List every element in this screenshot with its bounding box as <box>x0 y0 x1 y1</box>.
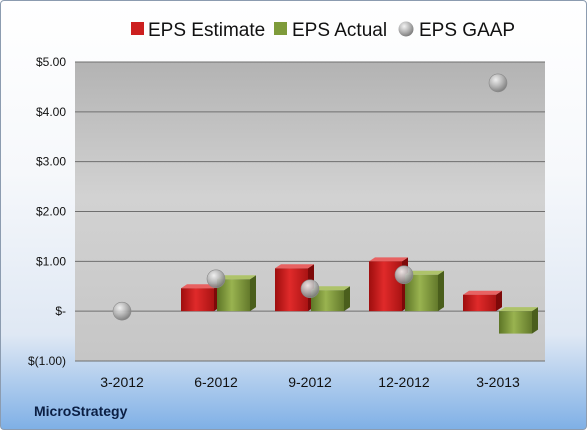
gaap-bubble <box>206 269 226 289</box>
y-tick-label: $3.00 <box>36 155 66 169</box>
actual-bar-top <box>311 286 350 291</box>
estimate-bar-side <box>496 290 502 312</box>
legend-label-gaap: EPS GAAP <box>419 20 515 41</box>
y-tick-label: $(1.00) <box>28 354 66 368</box>
actual-bar-top <box>499 307 538 312</box>
estimate-bar <box>181 284 220 312</box>
estimate-bar-top <box>369 257 408 262</box>
x-category-label: 12-2012 <box>378 374 430 390</box>
actual-bar-side <box>250 275 256 312</box>
x-category-label: 9-2012 <box>288 374 332 390</box>
y-tick-label: $2.00 <box>36 205 66 219</box>
y-tick-label: $- <box>55 304 66 318</box>
y-tick-label: $5.00 <box>36 55 66 69</box>
actual-bar <box>217 275 256 312</box>
legend: EPS Estimate EPS Actual EPS GAAP <box>131 20 515 41</box>
legend-swatch-estimate <box>131 22 144 35</box>
y-axis-ticks: $5.00 $4.00 $3.00 $2.00 $1.00 $- $(1.00) <box>28 55 66 368</box>
company-name: MicroStrategy <box>34 403 128 419</box>
x-category-label: 3-2013 <box>476 374 520 390</box>
gaap-bubble <box>112 301 132 321</box>
legend-label-actual: EPS Actual <box>292 20 387 41</box>
actual-bar-front <box>311 290 344 312</box>
actual-bar-front <box>499 311 532 334</box>
x-category-label: 6-2012 <box>194 374 238 390</box>
estimate-bar <box>369 257 408 312</box>
legend-label-estimate: EPS Estimate <box>148 20 265 41</box>
actual-bar-side <box>344 286 350 312</box>
y-tick-label: $1.00 <box>36 254 66 268</box>
y-tick-label: $4.00 <box>36 105 66 119</box>
x-category-label: 3-2012 <box>100 374 144 390</box>
actual-bar-side <box>438 270 444 312</box>
gaap-bubble <box>394 265 414 285</box>
actual-bar <box>405 270 444 312</box>
actual-bar <box>499 307 538 334</box>
gaap-bubble <box>488 73 508 93</box>
actual-bar-top <box>217 275 256 280</box>
gaap-bubbles <box>112 73 508 321</box>
x-axis-categories: 3-2012 6-2012 9-2012 12-2012 3-2013 <box>100 374 520 390</box>
estimate-bar <box>463 290 502 312</box>
estimate-bar-front <box>463 294 496 312</box>
estimate-bar-top <box>275 264 314 269</box>
actual-bar-top <box>405 270 444 275</box>
legend-swatch-actual <box>274 22 287 35</box>
actual-bar <box>311 286 350 312</box>
gaap-bubble <box>300 279 320 299</box>
estimate-bar-front <box>181 288 214 312</box>
estimate-bar-top <box>463 290 502 295</box>
actual-bar-side <box>532 307 538 334</box>
legend-swatch-gaap <box>398 21 414 37</box>
